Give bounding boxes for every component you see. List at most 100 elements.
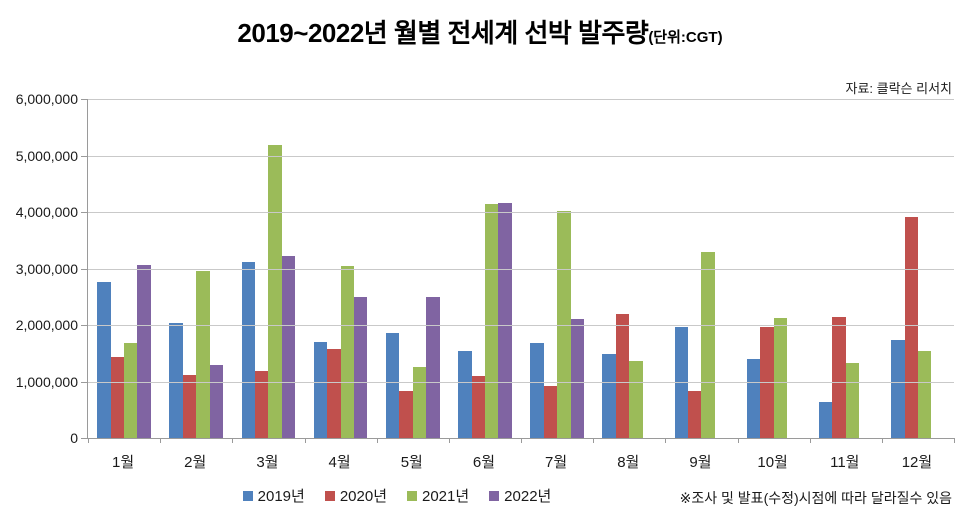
category-group (305, 99, 377, 438)
x-axis-tick (737, 438, 739, 443)
bar-2020년-1월 (110, 357, 125, 438)
legend-swatch (407, 490, 417, 501)
legend-swatch (324, 490, 335, 501)
bar-2021년-3월 (268, 144, 282, 438)
x-axis-label: 5월 (400, 454, 423, 471)
legend-label: 2020년 (339, 488, 387, 505)
legend-label: 2019년 (257, 488, 305, 505)
y-axis-tick (81, 438, 88, 439)
category-group (160, 99, 232, 438)
x-axis-label: 1월 (112, 454, 135, 471)
x-axis-tick (160, 438, 162, 443)
bar-2019년-4월 (313, 341, 328, 438)
category-group (882, 99, 954, 438)
bar-2019년-10월 (746, 359, 761, 438)
bar-2022년-7월 (570, 319, 584, 438)
bar-2022년-1월 (137, 264, 151, 438)
source-label: 자료: 클락슨 리서치 (845, 81, 952, 96)
bar-2021년-8월 (629, 360, 643, 438)
legend-label: 2021년 (422, 488, 470, 505)
bar-2019년-3월 (241, 262, 256, 438)
chart-title-unit: (단위:CGT) (648, 29, 723, 46)
bar-2019년-5월 (385, 332, 400, 438)
bar-2022년-5월 (426, 296, 440, 438)
bar-2021년-10월 (773, 317, 788, 438)
x-axis-label: 7월 (545, 454, 568, 471)
plot-area (81, 99, 955, 443)
bar-2020년-7월 (543, 386, 558, 438)
legend-item-2020년: 2020년 (324, 485, 387, 506)
y-axis-tick-label: 6,000,000 (15, 91, 78, 107)
category-group (738, 99, 810, 438)
gridline (88, 325, 954, 326)
x-axis-tick (954, 438, 955, 443)
bar-2022년-2월 (209, 364, 224, 438)
x-axis-tick (376, 438, 378, 443)
x-axis-tick (881, 438, 883, 443)
legend-item-2021년: 2021년 (407, 485, 469, 506)
x-axis-label: 12월 (901, 454, 933, 471)
bar-2020년-11월 (832, 316, 846, 438)
x-axis-tick (665, 438, 667, 443)
gridline (88, 268, 954, 270)
bar-2021년-11월 (845, 363, 860, 438)
bar-2021년-5월 (412, 366, 427, 438)
x-axis-tick (448, 438, 450, 443)
bar-2021년-9월 (701, 252, 715, 438)
x-axis-label: 3월 (256, 454, 279, 471)
category-group (521, 99, 593, 438)
chart-title: 2019~2022년 월별 전세계 선박 발주량(단위:CGT) (0, 13, 960, 50)
y-axis-labels: 0 1,000,000 2,000,000 3,000,000 4,000,000 5,0… (0, 91, 78, 446)
x-axis-label: 6월 (472, 454, 496, 471)
bar-2019년-6월 (458, 351, 472, 438)
bar-2022년-3월 (281, 256, 296, 438)
x-axis-tick (809, 438, 811, 443)
footnote: ※조사 및 발표(수정)시점에 따라 달라질수 있음 (679, 490, 952, 506)
bar-2020년-8월 (615, 313, 630, 438)
bar-2019년-12월 (891, 339, 905, 438)
y-axis-tick (81, 212, 88, 213)
y-axis-tick (81, 325, 88, 326)
category-group (88, 99, 160, 438)
bar-2020년-6월 (471, 376, 485, 438)
category-group (593, 99, 665, 438)
bar-2019년-7월 (530, 343, 544, 438)
y-axis-tick (81, 99, 88, 100)
bar-2021년-6월 (484, 204, 499, 438)
y-axis-tick (81, 268, 88, 270)
chart-title-text: 2019~2022년 월별 전세계 선박 발주량 (237, 18, 649, 48)
bar-2020년-4월 (327, 349, 341, 438)
gridline (88, 381, 954, 383)
legend-item-2022년: 2022년 (489, 485, 551, 506)
y-axis-tick (81, 381, 88, 383)
x-axis-tick (232, 438, 234, 443)
legend-swatch (242, 490, 253, 501)
bar-2019년-2월 (169, 322, 183, 438)
gridline (88, 212, 954, 213)
bar-2020년-3월 (255, 370, 269, 438)
legend: 2019년 2020년 2021년 2022년 (87, 485, 707, 506)
bar-2019년-8월 (602, 354, 616, 438)
x-axis-labels: 1월 2월 3월 4월 5월 6월 7월 8월 9월 10월 11월 12월 (87, 451, 953, 472)
x-axis-label: 4월 (328, 454, 351, 471)
x-axis-label: 8월 (617, 454, 640, 471)
x-axis-tick (521, 438, 522, 443)
x-axis-label: 9월 (689, 454, 712, 471)
bar-2021년-1월 (124, 342, 138, 438)
y-axis-tick-label: 2,000,000 (15, 317, 78, 333)
bar-groups (88, 99, 954, 438)
bar-2020년-5월 (399, 391, 413, 438)
gridline (88, 99, 954, 100)
y-axis-tick (81, 155, 88, 157)
bar-2019년-11월 (819, 402, 833, 438)
legend-swatch (489, 490, 500, 501)
bar-2022년-4월 (354, 296, 368, 438)
x-axis-tick (593, 438, 595, 443)
x-axis-label: 11월 (830, 454, 860, 471)
bar-2020년-2월 (182, 375, 197, 438)
x-axis-label: 10월 (757, 454, 788, 471)
x-axis-tick (88, 438, 89, 443)
gridline (88, 155, 954, 157)
bar-2022년-6월 (498, 202, 512, 438)
